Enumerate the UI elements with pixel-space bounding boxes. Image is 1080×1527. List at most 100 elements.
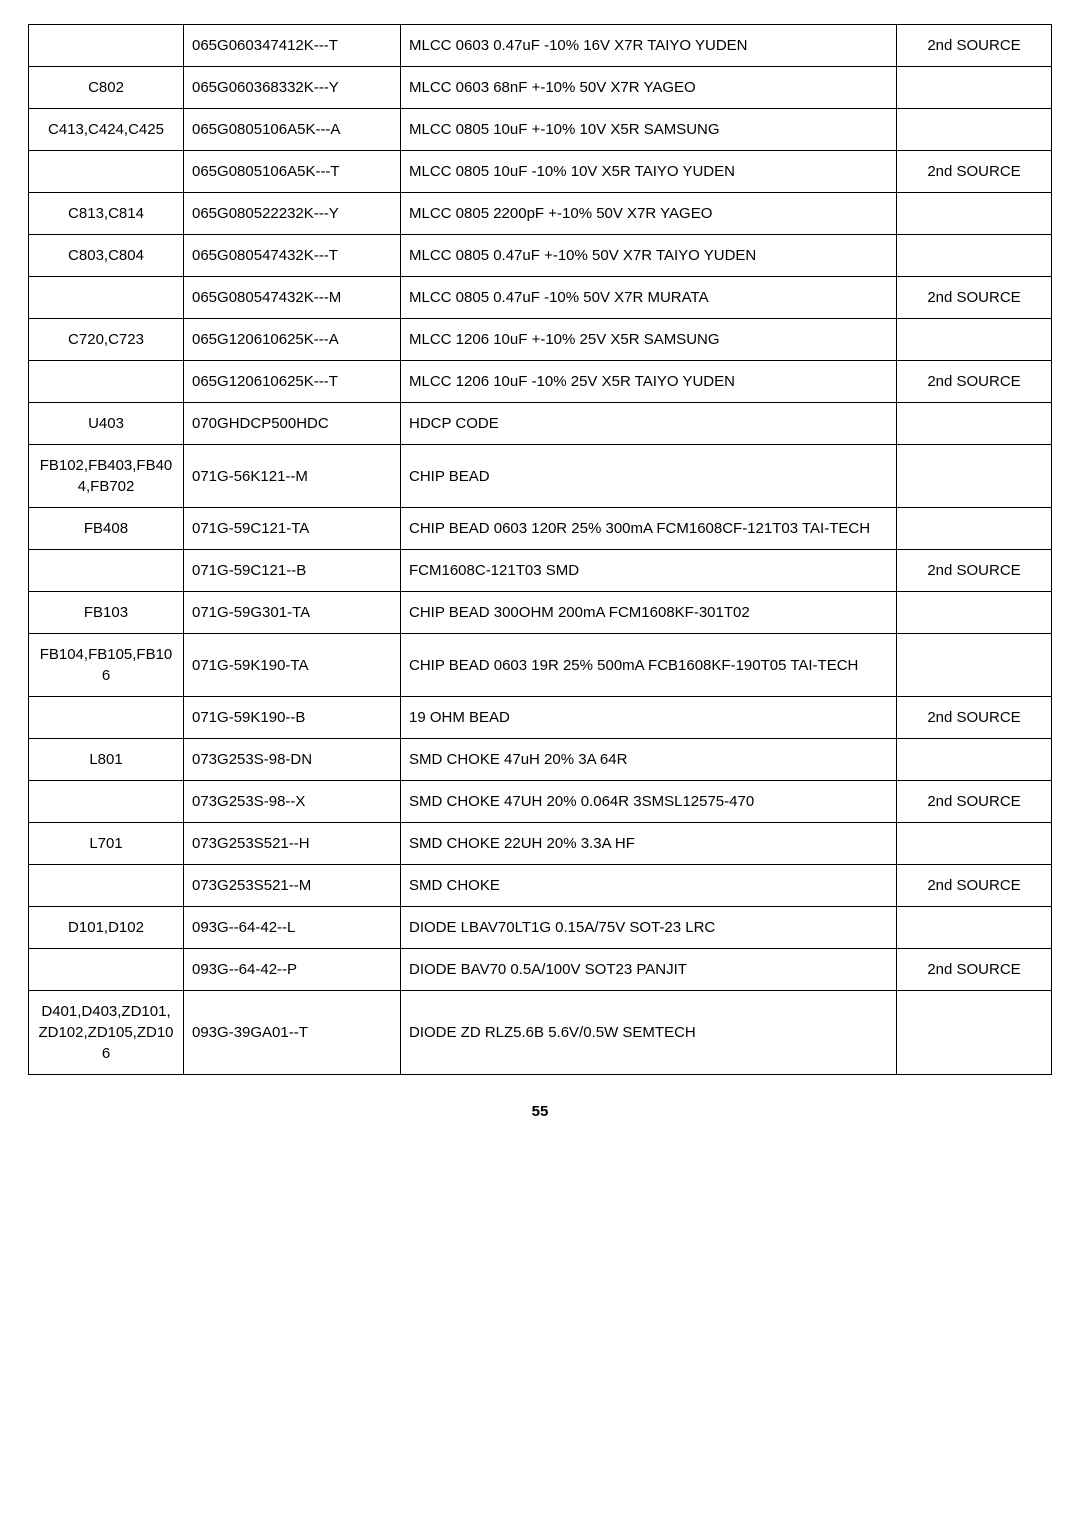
table-row: C803,C804065G080547432K---TMLCC 0805 0.4… bbox=[29, 235, 1052, 277]
cell-ref: C802 bbox=[29, 67, 184, 109]
cell-part: 093G-39GA01--T bbox=[184, 991, 401, 1075]
cell-note bbox=[897, 403, 1052, 445]
table-row: 065G0805106A5K---TMLCC 0805 10uF -10% 10… bbox=[29, 151, 1052, 193]
cell-note bbox=[897, 592, 1052, 634]
cell-ref bbox=[29, 781, 184, 823]
table-row: 071G-59C121--BFCM1608C-121T03 SMD2nd SOU… bbox=[29, 550, 1052, 592]
cell-note bbox=[897, 193, 1052, 235]
cell-part: 065G080547432K---T bbox=[184, 235, 401, 277]
cell-note: 2nd SOURCE bbox=[897, 781, 1052, 823]
cell-note: 2nd SOURCE bbox=[897, 697, 1052, 739]
cell-ref: C803,C804 bbox=[29, 235, 184, 277]
cell-note bbox=[897, 109, 1052, 151]
table-row: FB102,FB403,FB404,FB702071G-56K121--MCHI… bbox=[29, 445, 1052, 508]
table-row: C802065G060368332K---YMLCC 0603 68nF +-1… bbox=[29, 67, 1052, 109]
cell-desc: 19 OHM BEAD bbox=[401, 697, 897, 739]
page-number: 55 bbox=[28, 1103, 1052, 1120]
table-row: 065G120610625K---TMLCC 1206 10uF -10% 25… bbox=[29, 361, 1052, 403]
cell-desc: MLCC 0805 0.47uF -10% 50V X7R MURATA bbox=[401, 277, 897, 319]
cell-desc: SMD CHOKE bbox=[401, 865, 897, 907]
table-row: 065G080547432K---MMLCC 0805 0.47uF -10% … bbox=[29, 277, 1052, 319]
cell-ref bbox=[29, 151, 184, 193]
table-row: L701073G253S521--HSMD CHOKE 22UH 20% 3.3… bbox=[29, 823, 1052, 865]
table-row: D101,D102093G--64-42--LDIODE LBAV70LT1G … bbox=[29, 907, 1052, 949]
cell-part: 065G060368332K---Y bbox=[184, 67, 401, 109]
table-row: 071G-59K190--B19 OHM BEAD2nd SOURCE bbox=[29, 697, 1052, 739]
cell-desc: CHIP BEAD 300OHM 200mA FCM1608KF-301T02 bbox=[401, 592, 897, 634]
cell-part: 073G253S521--H bbox=[184, 823, 401, 865]
cell-ref bbox=[29, 697, 184, 739]
cell-desc: SMD CHOKE 22UH 20% 3.3A HF bbox=[401, 823, 897, 865]
table-row: D401,D403,ZD101,ZD102,ZD105,ZD106093G-39… bbox=[29, 991, 1052, 1075]
cell-note: 2nd SOURCE bbox=[897, 949, 1052, 991]
table-row: 073G253S-98--XSMD CHOKE 47UH 20% 0.064R … bbox=[29, 781, 1052, 823]
cell-note bbox=[897, 235, 1052, 277]
cell-desc: MLCC 0805 0.47uF +-10% 50V X7R TAIYO YUD… bbox=[401, 235, 897, 277]
cell-desc: HDCP CODE bbox=[401, 403, 897, 445]
cell-desc: CHIP BEAD bbox=[401, 445, 897, 508]
cell-part: 065G120610625K---A bbox=[184, 319, 401, 361]
cell-ref: FB102,FB403,FB404,FB702 bbox=[29, 445, 184, 508]
cell-ref: FB408 bbox=[29, 508, 184, 550]
cell-desc: MLCC 1206 10uF +-10% 25V X5R SAMSUNG bbox=[401, 319, 897, 361]
cell-part: 065G120610625K---T bbox=[184, 361, 401, 403]
cell-note bbox=[897, 823, 1052, 865]
cell-note: 2nd SOURCE bbox=[897, 151, 1052, 193]
cell-part: 073G253S-98-DN bbox=[184, 739, 401, 781]
table-row: C813,C814065G080522232K---YMLCC 0805 220… bbox=[29, 193, 1052, 235]
cell-ref: C720,C723 bbox=[29, 319, 184, 361]
table-row: FB103071G-59G301-TACHIP BEAD 300OHM 200m… bbox=[29, 592, 1052, 634]
table-row: L801073G253S-98-DNSMD CHOKE 47uH 20% 3A … bbox=[29, 739, 1052, 781]
cell-part: 073G253S-98--X bbox=[184, 781, 401, 823]
cell-note bbox=[897, 508, 1052, 550]
cell-note bbox=[897, 319, 1052, 361]
cell-ref: C813,C814 bbox=[29, 193, 184, 235]
cell-part: 070GHDCP500HDC bbox=[184, 403, 401, 445]
cell-desc: DIODE BAV70 0.5A/100V SOT23 PANJIT bbox=[401, 949, 897, 991]
cell-desc: MLCC 0805 10uF +-10% 10V X5R SAMSUNG bbox=[401, 109, 897, 151]
cell-note bbox=[897, 991, 1052, 1075]
cell-part: 065G0805106A5K---A bbox=[184, 109, 401, 151]
cell-part: 065G080522232K---Y bbox=[184, 193, 401, 235]
table-row: C720,C723065G120610625K---AMLCC 1206 10u… bbox=[29, 319, 1052, 361]
cell-part: 071G-59K190-TA bbox=[184, 634, 401, 697]
cell-desc: MLCC 0805 2200pF +-10% 50V X7R YAGEO bbox=[401, 193, 897, 235]
cell-desc: MLCC 0603 68nF +-10% 50V X7R YAGEO bbox=[401, 67, 897, 109]
cell-desc: DIODE ZD RLZ5.6B 5.6V/0.5W SEMTECH bbox=[401, 991, 897, 1075]
cell-note: 2nd SOURCE bbox=[897, 361, 1052, 403]
cell-note: 2nd SOURCE bbox=[897, 865, 1052, 907]
cell-ref: D401,D403,ZD101,ZD102,ZD105,ZD106 bbox=[29, 991, 184, 1075]
cell-desc: CHIP BEAD 0603 120R 25% 300mA FCM1608CF-… bbox=[401, 508, 897, 550]
table-row: 073G253S521--MSMD CHOKE2nd SOURCE bbox=[29, 865, 1052, 907]
cell-ref: FB103 bbox=[29, 592, 184, 634]
cell-desc: MLCC 1206 10uF -10% 25V X5R TAIYO YUDEN bbox=[401, 361, 897, 403]
cell-desc: FCM1608C-121T03 SMD bbox=[401, 550, 897, 592]
table-row: FB408071G-59C121-TACHIP BEAD 0603 120R 2… bbox=[29, 508, 1052, 550]
cell-desc: DIODE LBAV70LT1G 0.15A/75V SOT-23 LRC bbox=[401, 907, 897, 949]
cell-part: 073G253S521--M bbox=[184, 865, 401, 907]
parts-table-body: 065G060347412K---TMLCC 0603 0.47uF -10% … bbox=[29, 25, 1052, 1075]
cell-ref bbox=[29, 277, 184, 319]
cell-note bbox=[897, 445, 1052, 508]
cell-ref: U403 bbox=[29, 403, 184, 445]
cell-note: 2nd SOURCE bbox=[897, 550, 1052, 592]
cell-part: 093G--64-42--P bbox=[184, 949, 401, 991]
table-row: U403070GHDCP500HDCHDCP CODE bbox=[29, 403, 1052, 445]
cell-desc: MLCC 0603 0.47uF -10% 16V X7R TAIYO YUDE… bbox=[401, 25, 897, 67]
cell-ref: C413,C424,C425 bbox=[29, 109, 184, 151]
cell-part: 071G-59G301-TA bbox=[184, 592, 401, 634]
cell-part: 071G-59K190--B bbox=[184, 697, 401, 739]
cell-part: 071G-59C121--B bbox=[184, 550, 401, 592]
cell-ref bbox=[29, 949, 184, 991]
cell-ref bbox=[29, 865, 184, 907]
cell-note: 2nd SOURCE bbox=[897, 277, 1052, 319]
table-row: FB104,FB105,FB106071G-59K190-TACHIP BEAD… bbox=[29, 634, 1052, 697]
table-row: C413,C424,C425065G0805106A5K---AMLCC 080… bbox=[29, 109, 1052, 151]
cell-part: 065G0805106A5K---T bbox=[184, 151, 401, 193]
cell-note bbox=[897, 739, 1052, 781]
cell-part: 071G-56K121--M bbox=[184, 445, 401, 508]
cell-ref bbox=[29, 550, 184, 592]
cell-part: 093G--64-42--L bbox=[184, 907, 401, 949]
cell-ref bbox=[29, 25, 184, 67]
cell-part: 065G080547432K---M bbox=[184, 277, 401, 319]
